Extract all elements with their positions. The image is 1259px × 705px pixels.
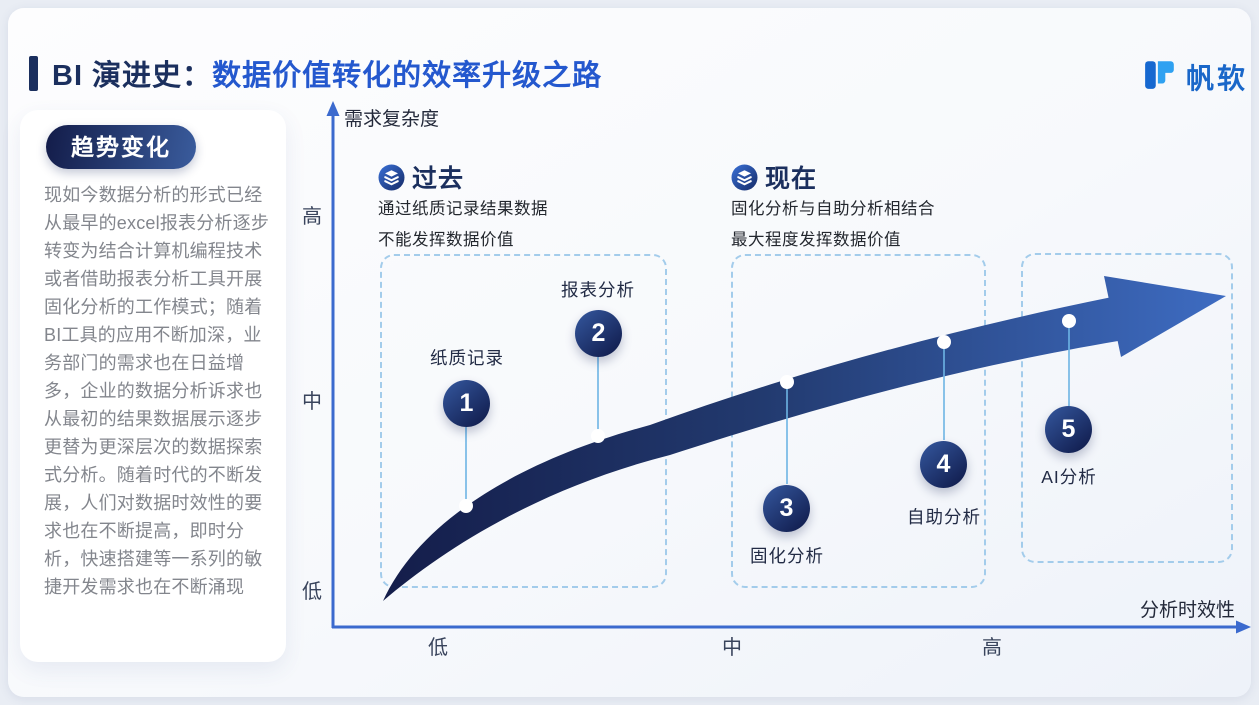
trend-panel (20, 110, 286, 662)
page-title-prefix: BI 演进史： (52, 60, 213, 92)
layers-icon (731, 164, 758, 191)
section-present-title: 现在 (765, 165, 818, 193)
stage-node-5: 5 (1045, 406, 1092, 453)
layers-icon (378, 164, 405, 191)
stage-node-2: 2 (575, 310, 622, 357)
evolution-curve (383, 297, 1118, 601)
y-axis-label: 需求复杂度 (344, 109, 440, 130)
brand-logo: 帆软 (1143, 57, 1248, 97)
curve-arrowhead-icon (1104, 276, 1226, 357)
section-past-text: 通过纸质记录结果数据 不能发挥数据价值 (378, 194, 548, 256)
x-tick-high: 高 (982, 637, 1002, 659)
x-axis-arrow-icon (1236, 620, 1251, 634)
curve-dot-3 (780, 375, 794, 389)
y-axis-arrow-icon (326, 101, 340, 116)
section-present-line-1: 固化分析与自助分析相结合 (731, 200, 935, 218)
stage-label-2: 报表分析 (561, 280, 635, 300)
section-past-title: 过去 (412, 165, 465, 193)
stage-label-1: 纸质记录 (430, 348, 504, 368)
y-tick-high: 高 (302, 206, 322, 228)
stage-node-3: 3 (763, 485, 810, 532)
stage-label-5: AI分析 (1041, 467, 1097, 487)
brand-logo-text: 帆软 (1186, 63, 1249, 94)
trend-badge: 趋势变化 (46, 125, 196, 169)
curve-dot-5 (1062, 314, 1076, 328)
page-title-rest: 数据价值转化的效率升级之路 (212, 60, 603, 92)
stage-label-4: 自助分析 (907, 507, 981, 527)
y-tick-mid: 中 (302, 391, 322, 413)
title-accent-bar (29, 56, 38, 91)
stage-node-4: 4 (920, 441, 967, 488)
section-past-line-2: 不能发挥数据价值 (378, 231, 514, 249)
fanruan-logo-icon (1143, 58, 1177, 97)
section-present-text: 固化分析与自助分析相结合 最大程度发挥数据价值 (731, 194, 935, 256)
curve-dot-4 (937, 335, 951, 349)
curve-dot-2 (591, 429, 605, 443)
x-axis-label: 分析时效性 (1140, 600, 1236, 621)
section-present-header: 现在 (731, 159, 817, 195)
x-tick-mid: 中 (722, 637, 742, 659)
stage-node-1: 1 (443, 380, 490, 427)
section-past-header: 过去 (378, 159, 464, 195)
group-box-future (1021, 253, 1233, 563)
section-present-line-2: 最大程度发挥数据价值 (731, 231, 901, 249)
curve-dot-1 (459, 499, 473, 513)
x-tick-low: 低 (428, 637, 448, 659)
section-past-line-1: 通过纸质记录结果数据 (378, 200, 548, 218)
y-tick-low: 低 (302, 581, 322, 603)
stage-label-3: 固化分析 (750, 546, 824, 566)
page-title: BI 演进史：数据价值转化的效率升级之路 (52, 52, 602, 94)
trend-paragraph: 现如今数据分析的形式已经从最早的excel报表分析逐步转变为结合计算机编程技术或… (44, 185, 270, 597)
